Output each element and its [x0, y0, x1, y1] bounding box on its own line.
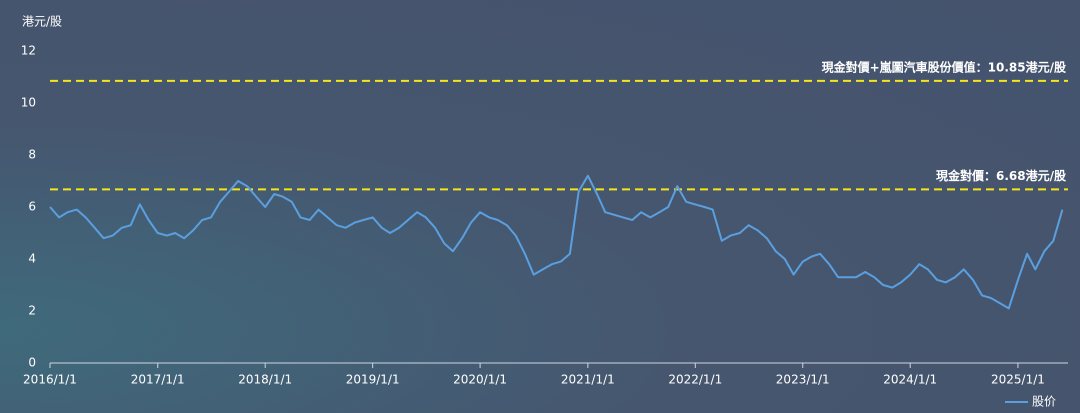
x-tick-label: 2016/1/1 [23, 373, 77, 387]
x-tick-label: 2017/1/1 [131, 373, 185, 387]
y-tick-label: 2 [28, 304, 36, 318]
reference-label: 現金對價+嵐圖汽車股份價值：10.85港元/股 [822, 59, 1067, 74]
x-tick-label: 2022/1/1 [668, 373, 722, 387]
x-tick-label: 2019/1/1 [346, 373, 400, 387]
y-tick-label: 0 [28, 356, 36, 370]
x-tick-label: 2025/1/1 [991, 373, 1045, 387]
reference-label: 現金對價：6.68港元/股 [936, 168, 1067, 183]
x-tick-label: 2021/1/1 [561, 373, 615, 387]
x-tick-label: 2024/1/1 [883, 373, 937, 387]
y-axis-title: 港元/股 [22, 15, 62, 29]
x-tick-label: 2023/1/1 [776, 373, 830, 387]
y-tick-label: 10 [21, 96, 36, 110]
x-tick-label: 2018/1/1 [238, 373, 292, 387]
x-tick-label: 2020/1/1 [453, 373, 507, 387]
y-tick-label: 4 [28, 252, 36, 266]
y-tick-label: 6 [28, 200, 36, 214]
legend-label: 股价 [1032, 395, 1056, 409]
price-line [49, 174, 1064, 310]
y-tick-label: 12 [21, 44, 36, 58]
y-tick-label: 8 [28, 148, 36, 162]
